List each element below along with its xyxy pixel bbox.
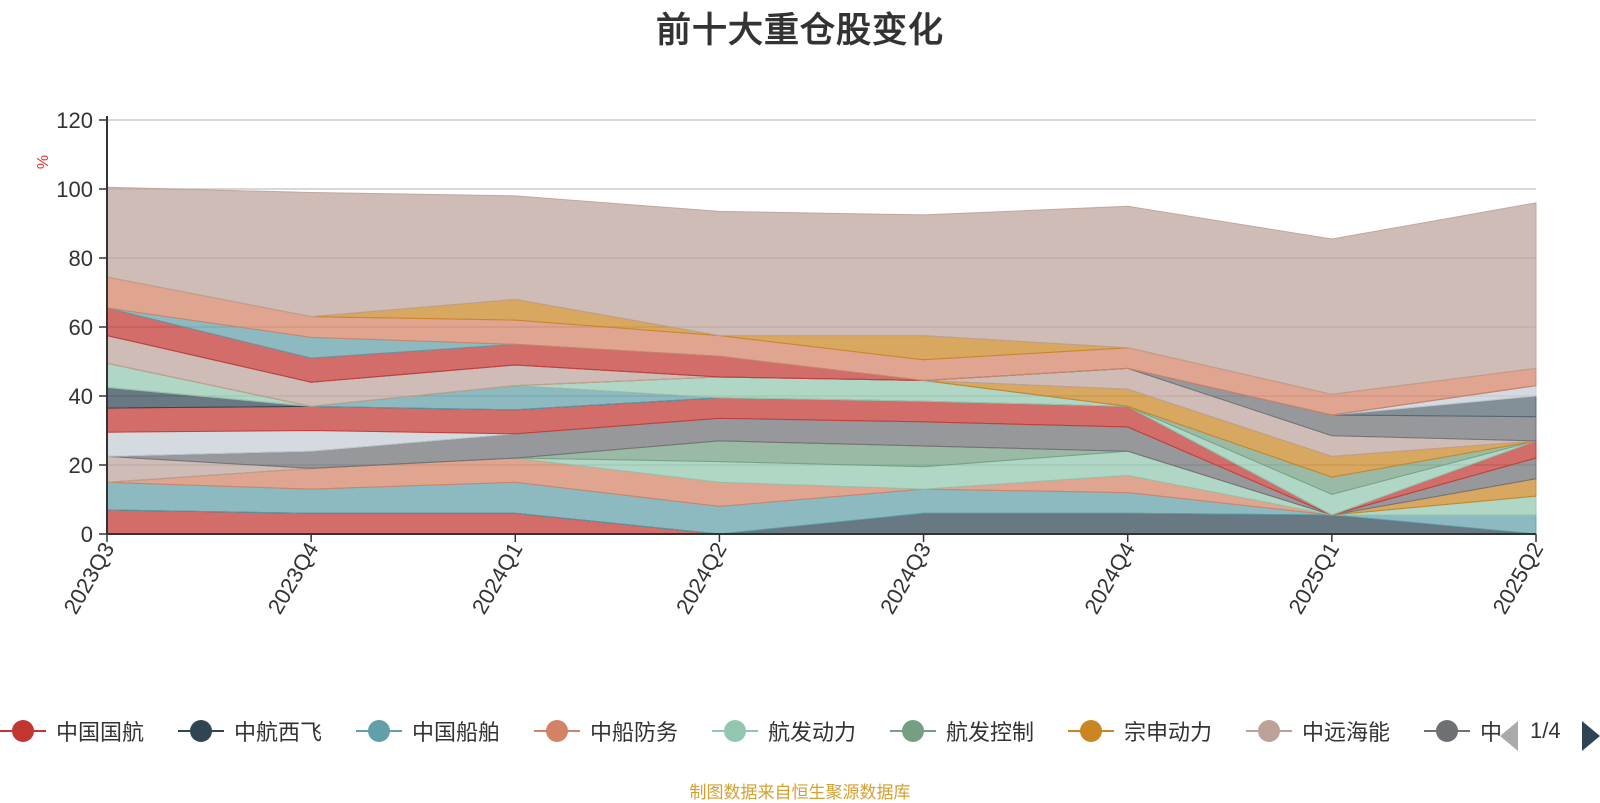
legend-item[interactable]: 宗申动力 bbox=[1068, 713, 1212, 749]
x-tick-label: 2023Q3 bbox=[59, 538, 120, 618]
legend: 中国国航 中航西飞 中国船舶 中船防务 航发动力 航发控制 宗申动力 中远海能 中 bbox=[0, 713, 1600, 753]
legend-label: 中 bbox=[1480, 720, 1503, 745]
legend-label: 中国船舶 bbox=[412, 720, 501, 745]
legend-item[interactable]: 中国船舶 bbox=[356, 713, 500, 749]
legend-item[interactable]: 中远海能 bbox=[1246, 713, 1390, 749]
y-tick-label: 60 bbox=[69, 315, 93, 340]
legend-next-page-icon[interactable] bbox=[1582, 721, 1600, 751]
y-tick-label: 80 bbox=[69, 246, 93, 271]
y-tick-label: 20 bbox=[69, 453, 93, 478]
legend-item[interactable]: 中船防务 bbox=[534, 713, 678, 749]
x-tick-label: 2023Q4 bbox=[263, 538, 324, 618]
x-tick-label: 2024Q3 bbox=[875, 538, 936, 618]
legend-marker-icon bbox=[1246, 716, 1292, 746]
legend-label: 中船防务 bbox=[590, 720, 679, 745]
legend-label: 航发动力 bbox=[768, 720, 857, 745]
x-tick-label: 2024Q2 bbox=[671, 538, 732, 618]
legend-label: 航发控制 bbox=[946, 720, 1035, 745]
x-tick-label: 2025Q2 bbox=[1488, 538, 1549, 618]
legend-label: 中远海能 bbox=[1302, 720, 1391, 745]
y-tick-label: 120 bbox=[56, 108, 93, 133]
legend-item[interactable]: 航发动力 bbox=[712, 713, 856, 749]
legend-marker-icon bbox=[534, 716, 580, 746]
source-note: 制图数据来自恒生聚源数据库 bbox=[689, 783, 911, 802]
legend-marker-icon bbox=[0, 716, 46, 746]
legend-item[interactable]: 航发控制 bbox=[890, 713, 1034, 749]
legend-item[interactable]: 中航西飞 bbox=[178, 713, 322, 749]
y-tick-label: 100 bbox=[56, 177, 93, 202]
legend-label: 宗申动力 bbox=[1124, 720, 1213, 745]
legend-marker-icon bbox=[712, 716, 758, 746]
legend-marker-icon bbox=[1424, 716, 1470, 746]
y-tick-label: 0 bbox=[81, 522, 93, 547]
series-areas bbox=[106, 186, 1537, 535]
legend-label: 中国国航 bbox=[56, 720, 145, 745]
legend-pager: 1/4 bbox=[1500, 718, 1600, 754]
chart-title: 前十大重仓股变化 bbox=[655, 11, 944, 50]
y-tick-label: 40 bbox=[69, 384, 93, 409]
legend-marker-icon bbox=[1068, 716, 1114, 746]
legend-marker-icon bbox=[356, 716, 402, 746]
legend-label: 中航西飞 bbox=[234, 720, 323, 745]
legend-item[interactable]: 中 bbox=[1424, 713, 1502, 749]
legend-item[interactable]: 中国国航 bbox=[0, 713, 144, 749]
x-tick-label: 2025Q1 bbox=[1283, 538, 1344, 618]
x-tick-label: 2024Q4 bbox=[1079, 538, 1140, 618]
x-tick-label: 2024Q1 bbox=[467, 538, 528, 618]
legend-marker-icon bbox=[178, 716, 224, 746]
legend-prev-page-icon[interactable] bbox=[1500, 721, 1518, 751]
legend-marker-icon bbox=[890, 716, 936, 746]
series-area bbox=[106, 186, 1537, 395]
y-axis-unit-label: % bbox=[35, 155, 52, 169]
legend-page-indicator: 1/4 bbox=[1530, 718, 1561, 743]
